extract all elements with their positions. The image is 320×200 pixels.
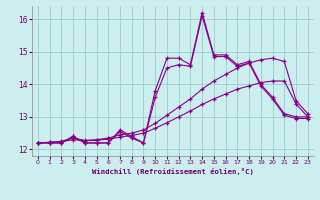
X-axis label: Windchill (Refroidissement éolien,°C): Windchill (Refroidissement éolien,°C) [92, 168, 254, 175]
